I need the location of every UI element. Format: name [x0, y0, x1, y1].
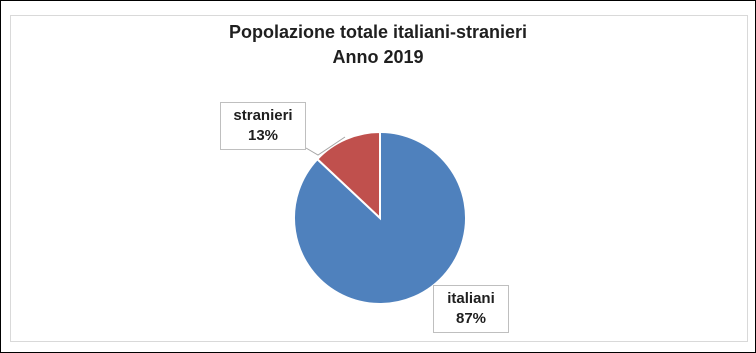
chart-title: Popolazione totale italiani-stranieri: [228, 22, 528, 42]
pie-slice-stranieri: [315, 130, 381, 221]
leader-line-stranieri: [305, 136, 346, 156]
data-label-stranieri-name: stranieri: [233, 107, 293, 124]
data-label-stranieri: stranieri 13%: [220, 102, 306, 150]
data-label-italiani-name: italiani: [447, 290, 495, 307]
data-label-stranieri-value: 13%: [247, 127, 279, 144]
data-label-italiani-value: 87%: [455, 310, 487, 327]
chart-subtitle: Anno 2019: [332, 47, 424, 67]
data-label-italiani: italiani 87%: [433, 285, 509, 333]
chart-title-block: Popolazione totale italiani-stranieri An…: [0, 20, 756, 70]
